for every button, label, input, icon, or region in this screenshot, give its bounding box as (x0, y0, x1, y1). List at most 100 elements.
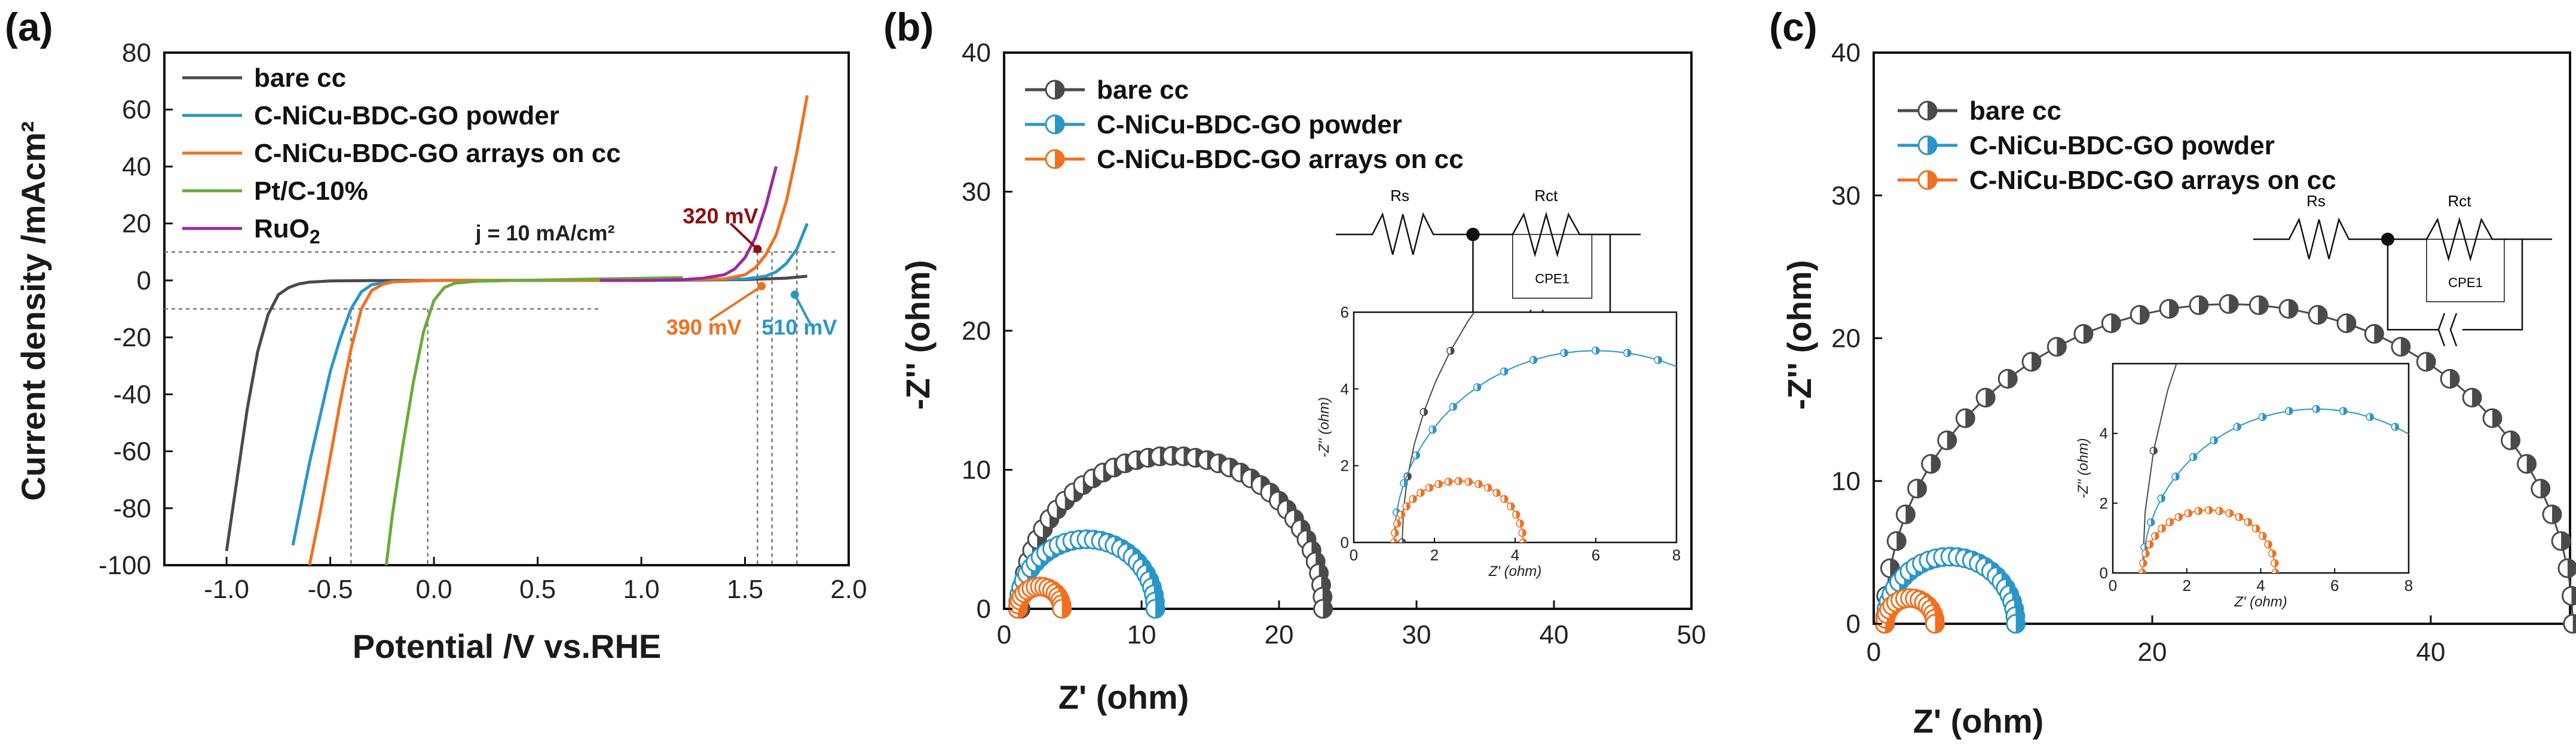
panel-c-inset-series-powder-point-fill (2214, 437, 2218, 444)
panel-c-series-bare-point (2336, 313, 2357, 333)
panel-a-arrow-head (790, 290, 799, 299)
panel-b-series-bare-point (1313, 599, 1333, 619)
panel-a-arrow-head (757, 282, 766, 291)
panel-c-inset-series-powder-point-fill (2488, 544, 2492, 551)
panel-c-legend-marker (1917, 100, 1938, 121)
panel-b-series-arrays-point (1052, 599, 1072, 619)
panel-c-series-bare-point-fill (2289, 300, 2298, 318)
panel-c-legend-marker-fill (1928, 136, 1936, 154)
panel-b-circuit-rs-resistor (1336, 212, 1473, 255)
panel-b-inset-series-bare-point (1843, 117, 1850, 124)
panel-c-inset-series-powder-point (2436, 453, 2443, 461)
panel-c-series-bare-point-fill (2492, 409, 2502, 428)
panel-c-inset-series-powder-point-fill (2471, 495, 2474, 502)
panel-b-inset-series-bare-point-fill (1408, 472, 1412, 480)
panel-b-inset-series-powder-point-fill (1627, 349, 1631, 357)
panel-c-ytick-label: 0 (1846, 609, 1861, 639)
panel-b-inset-series-bare-point (1446, 346, 1455, 355)
panel-b-inset-series-powder-point-ring (1735, 403, 1742, 410)
panel-a: (a) -1.0 -0.5 0.0 0.5 1.0 1.5 2.0 -100 -80 -60 -40… (5, 5, 867, 665)
panel-c-series-bare-point (2557, 558, 2576, 578)
panel-b-inset-series-powder-point-ring (1794, 539, 1801, 546)
panel-c-inset-series-powder-point-fill (2150, 519, 2155, 526)
panel-b-inset-ytick-label: 6 (1341, 303, 1349, 321)
panel-b-inset-series-powder-point (1755, 426, 1763, 433)
panel-b-inset-series-powder-point (1529, 356, 1538, 364)
panel-c-inset-series-powder-point (2210, 436, 2219, 444)
panel-c-series-bare-point (1975, 388, 1996, 408)
panel-b-inset-series-bare-point-ring (2238, 347, 2245, 355)
panel-c-series-bare-point (2501, 430, 2521, 450)
panel-c-circuit-rct-resistor (2388, 217, 2552, 262)
panel-c-inset-series-arrays-point-fill (2162, 525, 2166, 532)
panel-a-ytick-label: 20 (122, 209, 151, 239)
panel-b-inset-series-arrays-point-fill (1439, 480, 1443, 488)
panel-b-inset-series-bare-point-fill (1776, 122, 1780, 129)
panel-b-inset-series-arrays-point-fill (1488, 484, 1492, 492)
panel-c-inset-series-arrays-point (2184, 509, 2193, 517)
panel-b-inset-series-bare-point (1705, 138, 1712, 145)
panel-b-inset-series-arrays-point-fill (1421, 489, 1425, 496)
panel-c-inset-series-bare-point-ring (2183, 328, 2190, 335)
panel-b-inset-xlabel: Z' (ohm) (1488, 563, 1542, 580)
panel-b-inset-plot (1390, 117, 2245, 546)
panel-b-legend-marker (1045, 149, 1065, 169)
panel-c-series-bare-point-fill (1985, 388, 1995, 407)
panel-c-legend-marker (1917, 135, 1938, 155)
panel-b-inset-series-arrays-point (1519, 538, 1528, 542)
panel-c-inset-series-powder-point (2453, 473, 2461, 480)
panel-b-inset-series-powder-point-fill (1658, 356, 1662, 364)
panel-c-inset-series-arrays-point-fill (2149, 541, 2153, 548)
panel-b-legend-label: C-NiCu-BDC-GO powder (1097, 110, 1402, 139)
panel-c-inset-series-powder-point-ring (2485, 544, 2492, 551)
panel-b-inset-series-powder-point-fill (1759, 426, 1763, 433)
panel-c-inset-series-arrays-point-fill (2208, 507, 2213, 514)
panel-b-inset-series-bare-point (1912, 122, 1919, 129)
panel-c-inset-series-arrays-point-fill (2145, 550, 2149, 557)
panel-c-inset-series-bare-point-ring (2238, 215, 2245, 222)
panel-c-series-bare-point-fill (2032, 352, 2041, 371)
panel-b-inset-series-arrays-point-fill (1394, 539, 1398, 542)
panel-b-inset-xtick-label: 6 (1592, 546, 1600, 564)
panel-c-series-bare-point-fill (1947, 431, 1956, 450)
panel-b-xlabel: Z' (ohm) (1058, 678, 1189, 716)
panel-b-inset-series-bare-point-fill (2160, 240, 2164, 248)
panel-c-series-bare-point-fill (2472, 388, 2482, 407)
panel-c-inset-series-powder-point-fill (2176, 472, 2180, 480)
panel-b-legend-marker (1045, 114, 1065, 135)
panel-b-inset-series-arrays-point-fill (1468, 478, 1473, 486)
panel-c-circuit-cpe-label: CPE1 (2448, 275, 2483, 290)
panel-c-series-bare-point (2248, 295, 2269, 315)
panel-c-inset-series-powder-point-ring (2415, 437, 2422, 444)
panel-b-inset-series-powder-point (1449, 403, 1458, 411)
panel-b-inset-series-powder-point-fill (1714, 383, 1718, 391)
panel-b-inset-series-arrays-point (1464, 477, 1473, 486)
panel-c-inset-series-arrays-point-fill (2198, 507, 2202, 515)
panel-c-series-bare-point (2159, 298, 2179, 319)
panel-b-inset-series-bare-point-ring (1581, 197, 1589, 205)
panel-b-inset-series-bare-point-ring (2103, 197, 2110, 205)
panel-b-inset-series-arrays-point (1492, 489, 1501, 497)
panel-c-inset-series-powder-point-fill (2343, 407, 2347, 415)
panel-b-inset-series-arrays-point-fill (1478, 480, 1482, 488)
panel-b-inset-series-bare-point-fill (1916, 122, 1919, 129)
panel-a-arrow (794, 294, 813, 327)
panel-b-inset-series-bare-point-fill (2205, 291, 2208, 298)
panel-c-series-bare-point-fill (2571, 587, 2576, 605)
panel-a-annotation: 510 mV (761, 315, 837, 339)
panel-b-xtick-label: 50 (1677, 620, 1706, 650)
panel-b-inset-series-arrays-point-fill (1448, 478, 1452, 486)
panel-b-inset-series-arrays-point (1434, 480, 1443, 489)
panel-c-inset-series-powder-point-fill (2439, 453, 2443, 461)
panel-c-series-bare-point-fill (2198, 296, 2208, 315)
panel-c-inset-series-arrays-point-fill (2229, 510, 2234, 517)
panel-b-inset-series-arrays-point-fill (1401, 511, 1405, 519)
panel-b-inset-series-bare-point-ring (1483, 291, 1491, 298)
panel-c-series-bare-point (2278, 298, 2299, 319)
panel-c-series-bare-point-fill (2318, 306, 2327, 324)
panel-b-inset-series-bare-point-ring (1843, 117, 1850, 124)
panel-c-series-bare-point-fill (1965, 409, 1975, 428)
panel-b-xtick-label: 0 (997, 620, 1011, 650)
panel-c-series-bare-point-fill (2140, 306, 2149, 324)
panel-a-legend-label: bare cc (254, 63, 346, 93)
